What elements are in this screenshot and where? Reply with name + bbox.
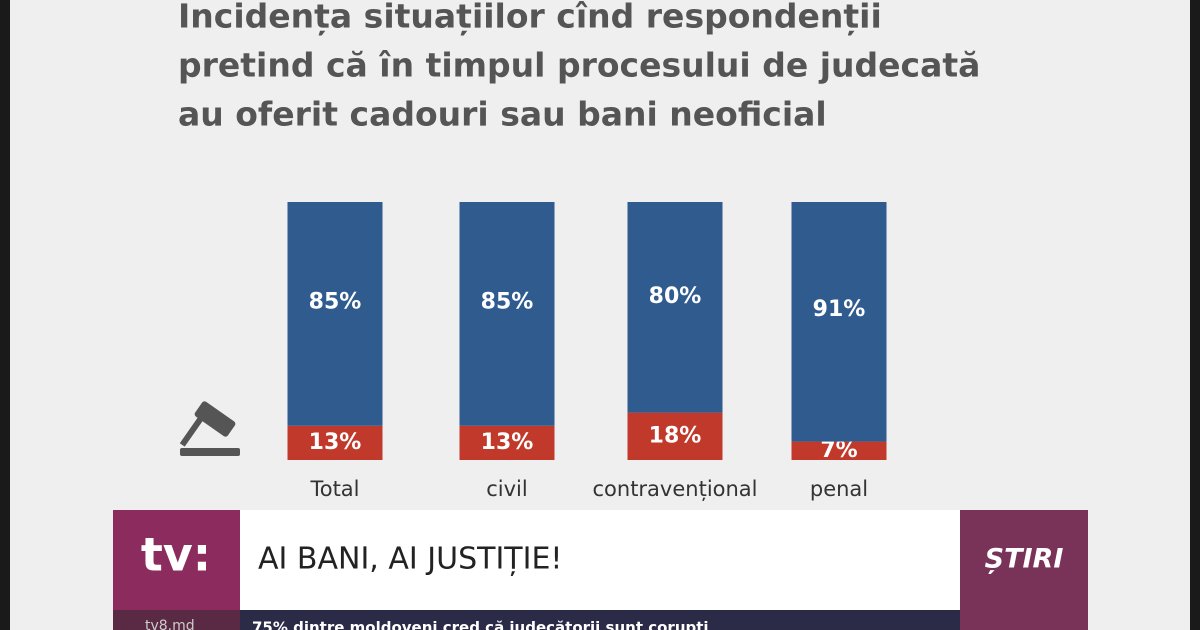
chart-title: pretind că în timpul procesului de judec… <box>178 46 980 85</box>
value-label: 80% <box>649 284 702 309</box>
value-label: 85% <box>481 290 534 315</box>
headline: AI BANI, AI JUSTIȚIE! <box>258 542 562 577</box>
frame-edge <box>0 0 10 630</box>
site-box <box>113 610 240 630</box>
section-box <box>960 510 1088 630</box>
ticker-bar <box>240 610 960 630</box>
bar-segment <box>459 425 555 460</box>
bar-segment <box>791 441 887 460</box>
value-label: 91% <box>813 297 866 322</box>
section-label: ȘTIRI <box>985 544 1064 575</box>
site-label: tv8.md <box>145 618 195 630</box>
bar-segment <box>791 202 887 442</box>
x-tick-label: civil <box>486 477 527 501</box>
value-label: 18% <box>649 423 702 448</box>
logo: tv: <box>141 528 211 582</box>
chart-title: Incidența situațiilor cînd respondenții <box>178 0 882 36</box>
value-label: 13% <box>481 430 534 455</box>
value-label: 13% <box>309 430 362 455</box>
x-tick-label: Total <box>309 477 359 501</box>
banner <box>113 510 1088 610</box>
bar-segment <box>287 425 383 460</box>
bar-segment <box>287 202 383 426</box>
frame-edge <box>1190 0 1200 630</box>
value-label: 85% <box>309 290 362 315</box>
bar-segment <box>627 412 723 460</box>
x-tick-label: penal <box>810 477 868 501</box>
title-group: Incidența situațiilor cînd respondenții … <box>178 0 980 134</box>
gavel-icon <box>179 401 240 456</box>
bar-segment <box>459 202 555 426</box>
logo-box <box>113 510 240 610</box>
ticker-text: 75% dintre moldoveni cred că judecătorii… <box>252 619 709 630</box>
bar-segment <box>627 202 723 413</box>
x-tick-label: contravențional <box>592 477 757 501</box>
chart-title: au oferit cadouri sau bani neoficial <box>178 95 827 134</box>
value-label: 7% <box>820 438 857 463</box>
